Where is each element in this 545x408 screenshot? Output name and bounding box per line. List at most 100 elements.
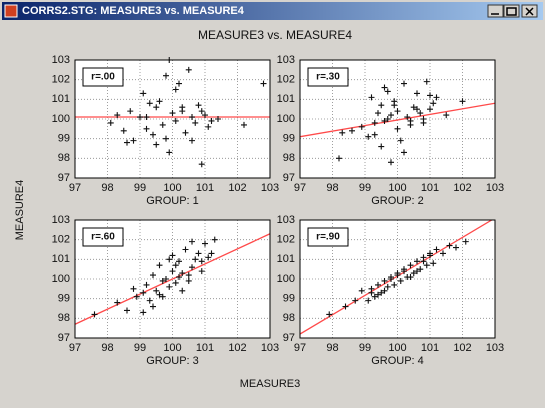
point <box>430 100 437 107</box>
point <box>153 141 160 148</box>
point <box>394 270 401 277</box>
annotation-box <box>82 67 124 87</box>
point <box>120 127 127 134</box>
point <box>189 114 195 121</box>
point <box>189 137 195 144</box>
point <box>352 297 359 304</box>
point <box>166 256 173 263</box>
point <box>146 100 153 107</box>
point <box>349 127 355 134</box>
y-tick-label: 101 <box>52 253 70 265</box>
point <box>368 94 375 101</box>
plot-border <box>74 219 271 339</box>
point <box>453 244 459 251</box>
window-buttons <box>487 4 538 18</box>
figure-title: MEASURE3 vs. MEASURE4 <box>198 28 352 42</box>
point <box>159 293 166 300</box>
point <box>143 114 150 121</box>
point <box>397 137 404 144</box>
point <box>388 276 394 282</box>
plot-border <box>74 59 271 179</box>
minimize-button[interactable] <box>487 4 504 18</box>
point <box>378 289 385 296</box>
point <box>417 266 424 273</box>
point <box>91 311 98 318</box>
figure-y-label: MEASURE4 <box>14 180 26 241</box>
x-axis-label: GROUP: 3 <box>146 355 199 367</box>
point <box>192 256 199 263</box>
y-tick-label: 100 <box>277 113 295 125</box>
point <box>394 108 401 115</box>
x-axis-label: GROUP: 1 <box>146 195 199 207</box>
point <box>114 299 121 306</box>
point <box>172 86 179 93</box>
y-tick-label: 101 <box>277 253 295 265</box>
x-tick-label: 98 <box>101 342 113 354</box>
point <box>378 102 385 109</box>
y-tick-label: 103 <box>52 214 70 226</box>
y-tick-label: 99 <box>283 133 295 145</box>
point <box>407 117 414 124</box>
point <box>336 155 342 162</box>
y-tick-label: 98 <box>283 152 295 164</box>
annotation: r=.90 <box>316 232 340 243</box>
point <box>397 277 404 284</box>
point <box>124 139 130 146</box>
point <box>420 116 427 122</box>
y-tick-label: 97 <box>283 172 295 184</box>
point <box>198 258 205 265</box>
point <box>388 112 394 119</box>
x-tick-label: 101 <box>196 182 214 194</box>
x-tick-label: 101 <box>421 182 439 194</box>
point <box>205 254 212 261</box>
point <box>410 270 417 277</box>
x-tick-label: 102 <box>453 342 471 354</box>
point <box>143 125 150 132</box>
y-tick-label: 102 <box>277 74 295 86</box>
y-tick-label: 100 <box>52 113 70 125</box>
annotation-box <box>307 67 349 87</box>
point <box>176 258 182 265</box>
point <box>358 123 365 130</box>
point <box>446 242 453 249</box>
x-tick-label: 103 <box>261 182 279 194</box>
y-tick-label: 97 <box>58 332 70 344</box>
y-tick-label: 101 <box>52 93 70 105</box>
point <box>179 287 186 294</box>
point <box>375 281 381 288</box>
point <box>133 293 140 300</box>
point <box>150 131 156 138</box>
panel: 97 98 99 100 101 102 103 97 98 99 100 101 102 103 r=.9… <box>277 214 505 367</box>
point <box>169 268 176 275</box>
point <box>169 252 176 259</box>
figure-x-label: MEASURE3 <box>240 378 301 390</box>
x-tick-label: 102 <box>228 182 246 194</box>
point <box>205 123 212 130</box>
point <box>381 277 388 284</box>
point <box>163 72 169 79</box>
app-icon <box>4 4 18 18</box>
point <box>185 277 192 284</box>
point <box>391 281 398 288</box>
point <box>414 90 420 97</box>
point <box>414 268 420 275</box>
point <box>185 272 192 279</box>
x-tick-label: 97 <box>69 342 81 354</box>
point <box>339 129 346 136</box>
y-tick-label: 99 <box>58 293 70 305</box>
point <box>159 277 166 284</box>
point <box>124 307 130 314</box>
y-tick-label: 98 <box>283 312 295 324</box>
point <box>381 287 388 294</box>
y-tick-label: 103 <box>277 214 295 226</box>
point <box>130 137 137 144</box>
point <box>202 240 208 247</box>
point <box>381 117 388 124</box>
panel: 97 98 99 100 101 102 103 97 98 99 100 101 102 103 r=.0… <box>52 54 280 207</box>
annotation: r=.30 <box>316 72 340 83</box>
point <box>384 88 391 95</box>
point <box>159 121 166 128</box>
x-tick-label: 100 <box>163 342 181 354</box>
point <box>150 303 156 310</box>
